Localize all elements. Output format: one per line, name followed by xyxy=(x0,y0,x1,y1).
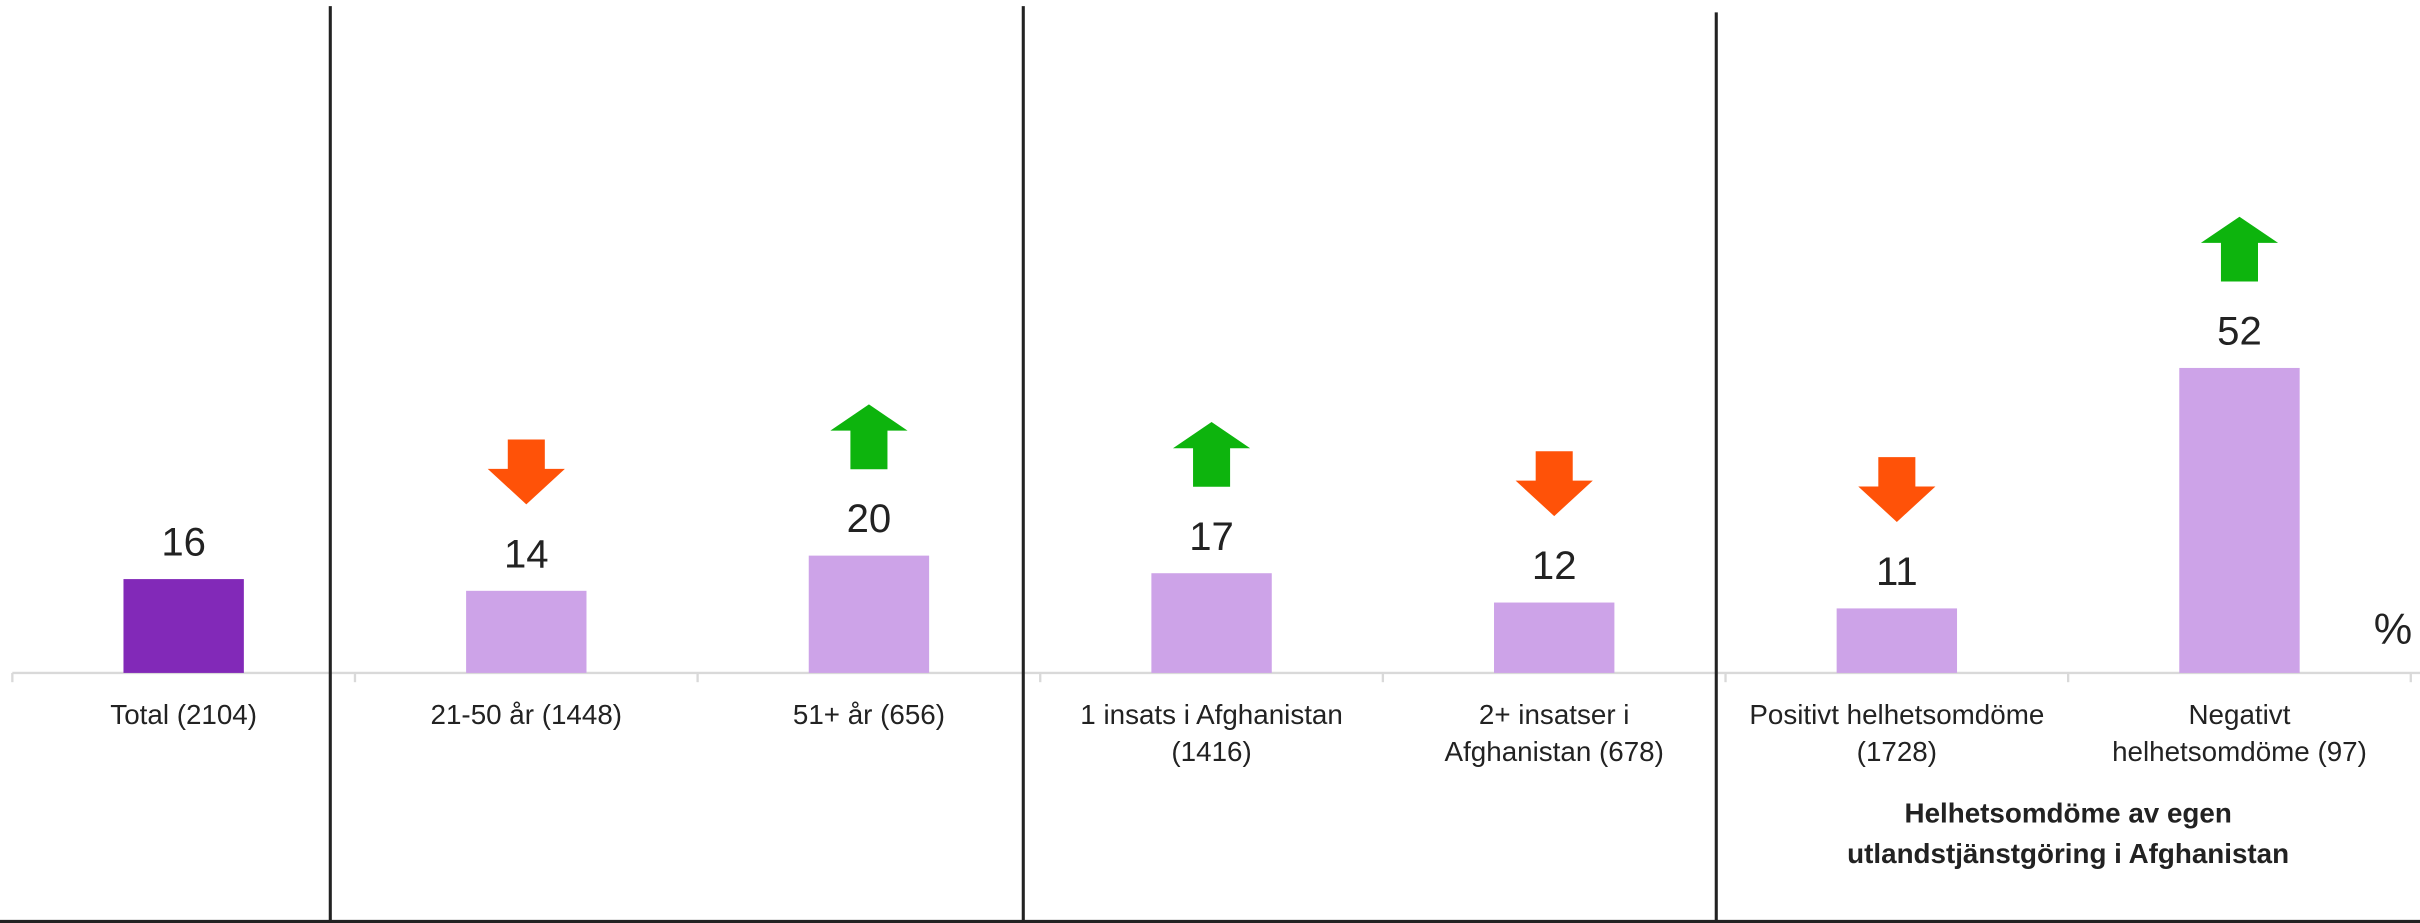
value-label: 20 xyxy=(847,496,892,541)
bar xyxy=(1494,602,1615,673)
value-label: 12 xyxy=(1532,543,1577,588)
bar xyxy=(1151,573,1272,673)
category-label: 1 insats i Afghanistan (1416) xyxy=(1080,699,1343,768)
value-label: 17 xyxy=(1189,514,1234,559)
category-label: 51+ år (656) xyxy=(792,699,945,731)
group-label: Helhetsomdöme av egen utlandstjänstgörin… xyxy=(1847,797,2290,869)
trend-arrow xyxy=(830,404,908,470)
bar xyxy=(808,555,930,673)
unit-label: % xyxy=(2373,605,2413,653)
category-label: Negativt helhetsomdöme (97) xyxy=(2112,699,2367,768)
trend-arrow xyxy=(487,439,565,505)
bar xyxy=(466,590,587,673)
bar xyxy=(123,579,244,673)
category-label: Total (2104) xyxy=(110,699,258,731)
category-label: 2+ insatser i Afghanistan (678) xyxy=(1444,699,1664,768)
trend-arrow xyxy=(1858,457,1936,522)
trend-arrow xyxy=(2200,216,2279,282)
bar xyxy=(1836,608,1958,673)
value-label: 16 xyxy=(161,520,206,565)
value-label: 14 xyxy=(504,531,549,576)
bar xyxy=(2179,367,2300,673)
category-label: 21-50 år (1448) xyxy=(430,699,623,731)
trend-arrow xyxy=(1172,421,1251,487)
value-label: 52 xyxy=(2217,309,2262,354)
value-label: 11 xyxy=(1876,549,1918,594)
category-label: Positivt helhetsomdöme (1728) xyxy=(1749,699,2045,768)
trend-arrow xyxy=(1515,451,1593,517)
